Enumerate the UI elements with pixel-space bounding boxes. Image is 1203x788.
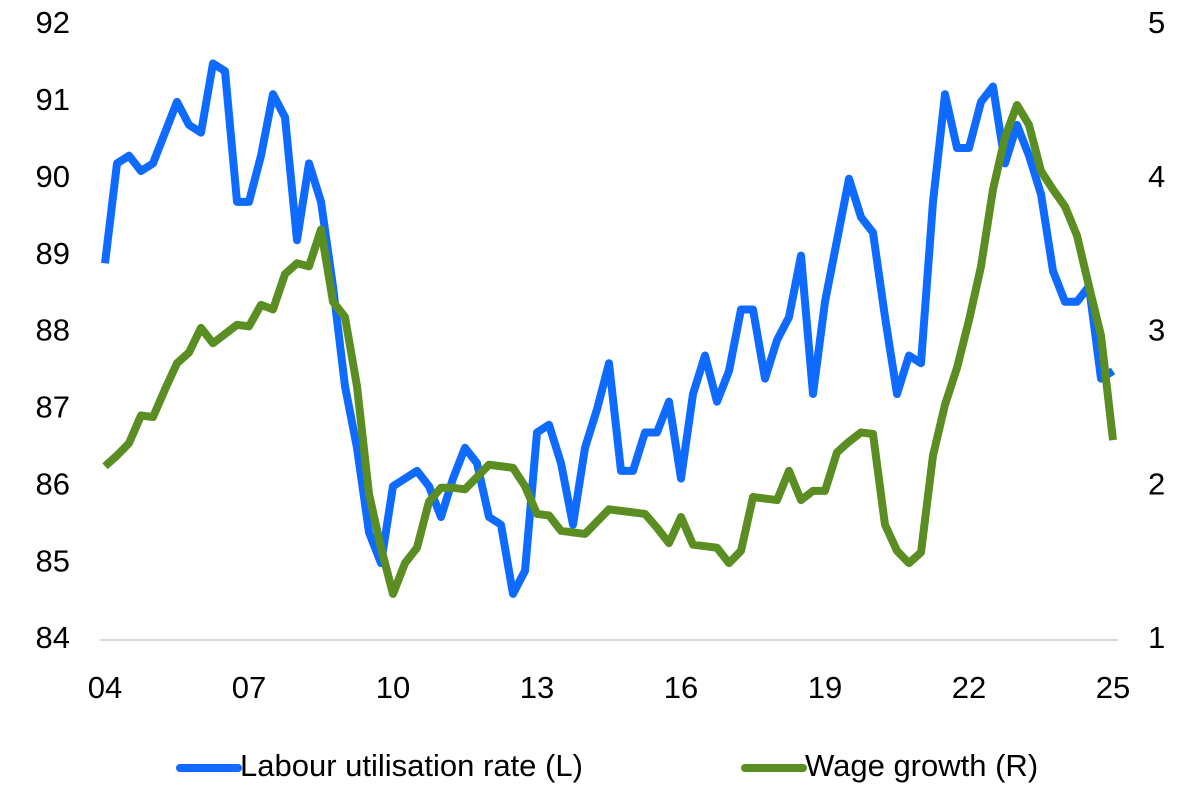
y2-tick-label: 2 [1148,466,1165,501]
x-tick-label: 10 [376,670,410,705]
y-tick-label: 84 [36,620,70,655]
y-tick-label: 86 [36,466,70,501]
y-tick-label: 91 [36,82,70,117]
y2-tick-label: 3 [1148,313,1165,348]
y2-tick-label: 5 [1148,5,1165,40]
legend-label: Wage growth (R) [805,748,1038,783]
y2-tick-label: 4 [1148,159,1165,194]
x-tick-label: 16 [664,670,698,705]
y-tick-label: 88 [36,313,70,348]
y-tick-label: 92 [36,5,70,40]
y-tick-label: 85 [36,543,70,578]
y2-tick-label: 1 [1148,620,1165,655]
y-tick-label: 90 [36,159,70,194]
y-tick-label: 87 [36,390,70,425]
series-line [101,59,1116,598]
y-tick-label: 89 [36,236,70,271]
series-line [102,100,1117,598]
x-tick-label: 25 [1096,670,1130,705]
legend-label: Labour utilisation rate (L) [240,748,583,783]
x-tick-label: 19 [808,670,842,705]
x-tick-label: 13 [520,670,554,705]
x-tick-label: 07 [232,670,266,705]
x-tick-label: 22 [952,670,986,705]
x-tick-label: 04 [88,670,122,705]
